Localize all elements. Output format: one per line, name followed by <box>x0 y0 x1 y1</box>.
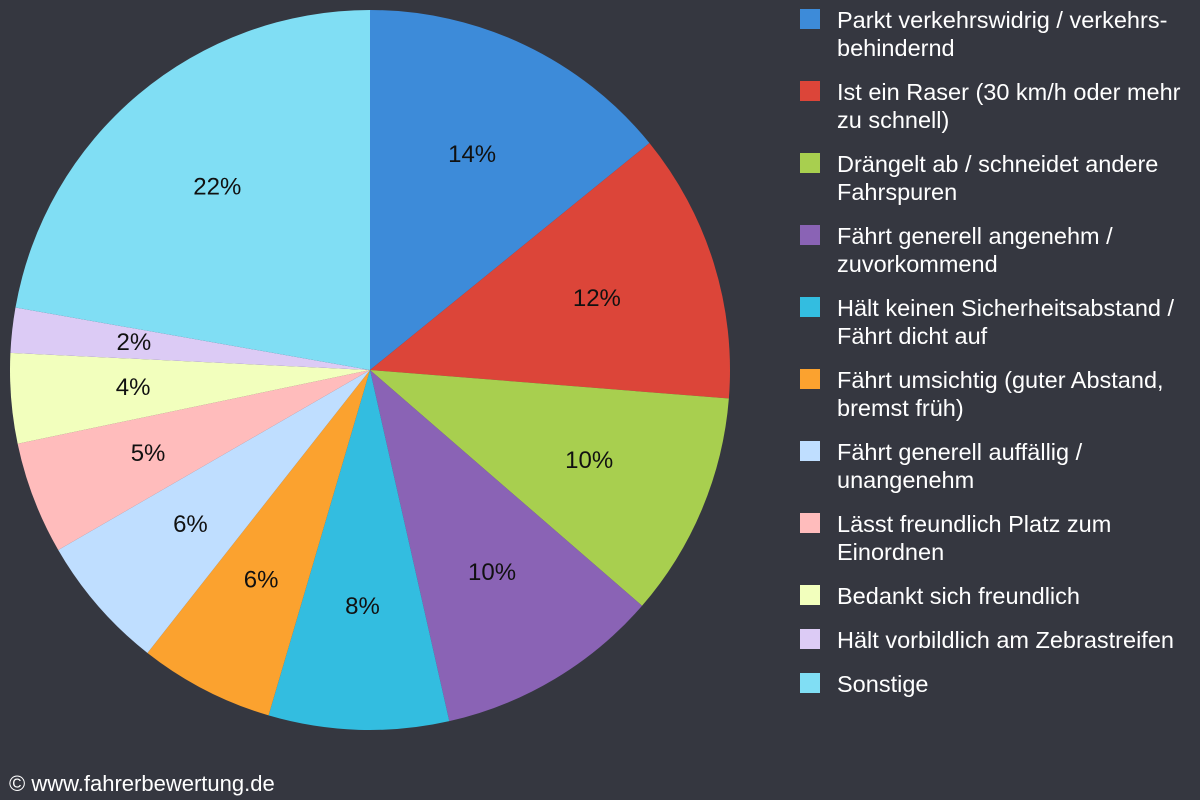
legend-label: Parkt verkehrswidrig / verkehrs-behinder… <box>837 7 1168 61</box>
legend-item: Lässt freundlich Platz zum Einordnen <box>800 510 1195 566</box>
slice-label: 6% <box>244 567 279 594</box>
legend-swatch <box>800 585 820 605</box>
slice-label: 5% <box>131 440 166 467</box>
pie-slice <box>268 370 450 731</box>
legend-swatch <box>800 629 820 649</box>
slice-label: 2% <box>117 329 152 356</box>
legend-swatch <box>800 441 820 461</box>
legend-item: Fährt generell angenehm / zuvorkommend <box>800 222 1195 278</box>
pie-slice <box>147 370 370 716</box>
legend-label: Drängelt ab / schneidet andere Fahrspure… <box>837 151 1159 205</box>
legend-item: Bedankt sich freundlich <box>800 582 1195 610</box>
legend-item: Fährt umsichtig (guter Abstand, bremst f… <box>800 366 1195 422</box>
pie-slice <box>10 307 371 370</box>
legend-swatch <box>800 225 820 245</box>
slice-label: 10% <box>565 447 613 474</box>
legend-item: Hält keinen Sicherheitsabstand / Fährt d… <box>800 294 1195 350</box>
legend: Parkt verkehrswidrig / verkehrs-behinder… <box>800 6 1195 698</box>
legend-item: Sonstige <box>800 670 1195 698</box>
legend-item: Fährt generell auffällig / unangenehm <box>800 438 1195 494</box>
slice-label: 22% <box>193 173 241 200</box>
legend-item: Parkt verkehrswidrig / verkehrs-behinder… <box>800 6 1195 62</box>
legend-label: Bedankt sich freundlich <box>837 583 1080 609</box>
legend-label: Lässt freundlich Platz zum Einordnen <box>837 511 1112 565</box>
legend-swatch <box>800 153 820 173</box>
pie-slice <box>370 370 643 722</box>
pie-slice <box>58 370 370 653</box>
pie-slice <box>9 352 370 444</box>
legend-label: Sonstige <box>837 671 929 697</box>
pie-slice <box>15 10 371 370</box>
legend-label: Fährt generell angenehm / zuvorkommend <box>837 223 1113 277</box>
slice-label: 4% <box>116 374 151 401</box>
footer: © www.fahrerbewertung.de <box>9 771 275 796</box>
legend-swatch <box>800 81 820 101</box>
legend-label: Fährt generell auffällig / unangenehm <box>837 439 1083 493</box>
legend-swatch <box>800 513 820 533</box>
slice-label: 8% <box>345 593 380 620</box>
slice-label: 12% <box>573 285 621 312</box>
legend-swatch <box>800 9 820 29</box>
slice-label: 10% <box>468 559 516 586</box>
legend-label: Fährt umsichtig (guter Abstand, bremst f… <box>837 367 1164 421</box>
slice-label: 14% <box>448 141 496 168</box>
legend-item: Drängelt ab / schneidet andere Fahrspure… <box>800 150 1195 206</box>
legend-swatch <box>800 297 820 317</box>
legend-item: Ist ein Raser (30 km/h oder mehr zu schn… <box>800 78 1195 134</box>
pie-slice <box>370 10 650 370</box>
pie-slice <box>370 370 729 606</box>
slice-label: 6% <box>173 511 208 538</box>
pie-chart: 14% 12% 10% 10% 8% 6% 6% 5% 4% 2% 22% <box>9 10 730 731</box>
legend-item: Hält vorbildlich am Zebrastreifen <box>800 626 1195 654</box>
pie-slice <box>370 143 730 399</box>
pie-slice <box>17 370 371 550</box>
legend-label: Hält keinen Sicherheitsabstand / Fährt d… <box>837 295 1175 349</box>
legend-label: Hält vorbildlich am Zebrastreifen <box>837 627 1174 653</box>
legend-swatch <box>800 673 820 693</box>
legend-label: Ist ein Raser (30 km/h oder mehr zu schn… <box>837 79 1181 133</box>
legend-swatch <box>800 369 820 389</box>
